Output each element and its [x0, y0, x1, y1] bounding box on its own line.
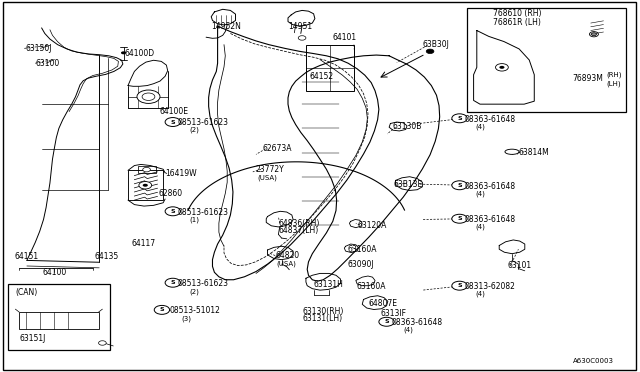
Text: 08313-62082: 08313-62082: [465, 282, 515, 291]
Text: S: S: [457, 116, 462, 121]
Text: (4): (4): [403, 327, 413, 333]
Text: 14952N: 14952N: [211, 22, 241, 31]
Text: (4): (4): [476, 224, 485, 230]
Text: 64100: 64100: [42, 268, 67, 277]
Text: 63120A: 63120A: [357, 221, 387, 230]
Text: 63130B: 63130B: [392, 122, 422, 131]
Circle shape: [99, 341, 106, 345]
Text: (LH): (LH): [607, 80, 621, 87]
Circle shape: [165, 118, 180, 126]
Text: 14951: 14951: [288, 22, 312, 31]
Text: (4): (4): [476, 291, 485, 297]
Text: (CAN): (CAN): [15, 288, 38, 296]
Text: 63100: 63100: [35, 59, 60, 68]
Circle shape: [137, 90, 160, 103]
Circle shape: [452, 281, 467, 290]
Text: (RH): (RH): [607, 71, 622, 78]
Text: 64836(RH): 64836(RH): [278, 219, 320, 228]
Text: 62860: 62860: [159, 189, 183, 198]
Text: 08363-61648: 08363-61648: [465, 215, 516, 224]
Text: 63130(RH): 63130(RH): [302, 307, 344, 316]
Text: (USA): (USA): [257, 174, 277, 181]
Text: (3): (3): [181, 315, 191, 322]
Text: 62673A: 62673A: [262, 144, 292, 153]
Circle shape: [426, 49, 434, 54]
Text: 63160A: 63160A: [348, 245, 377, 254]
Text: S: S: [384, 319, 389, 324]
Text: S: S: [170, 119, 175, 125]
Bar: [128, 170, 163, 200]
Text: 76861R (LH): 76861R (LH): [493, 18, 541, 27]
Circle shape: [379, 317, 394, 326]
Bar: [8, 284, 110, 350]
Text: 08513-61623: 08513-61623: [178, 208, 229, 217]
Circle shape: [143, 184, 148, 187]
Text: (4): (4): [476, 123, 485, 130]
Text: 16419W: 16419W: [165, 169, 196, 178]
Text: (2): (2): [189, 288, 199, 295]
Text: (4): (4): [476, 191, 485, 198]
Text: 08363-61648: 08363-61648: [465, 182, 516, 190]
Bar: [138, 166, 156, 173]
Circle shape: [298, 36, 306, 40]
Circle shape: [121, 51, 126, 54]
Text: 64135: 64135: [95, 252, 119, 261]
Text: 63160A: 63160A: [356, 282, 386, 291]
Text: (USA): (USA): [276, 260, 296, 267]
Text: 64820: 64820: [275, 251, 300, 260]
Text: 64100D: 64100D: [125, 49, 155, 58]
Text: S: S: [457, 283, 462, 288]
Text: S: S: [170, 280, 175, 285]
Circle shape: [143, 167, 150, 172]
Bar: [19, 312, 99, 329]
Text: 63090J: 63090J: [348, 260, 374, 269]
Text: 63101: 63101: [508, 262, 532, 270]
Circle shape: [139, 182, 152, 189]
Text: (2): (2): [189, 127, 199, 134]
Text: 64807E: 64807E: [369, 299, 397, 308]
Text: 63150J: 63150J: [26, 44, 52, 53]
Circle shape: [154, 305, 170, 314]
Text: 63151J: 63151J: [19, 334, 45, 343]
Text: 63B30J: 63B30J: [422, 40, 449, 49]
Text: 6313IF: 6313IF: [381, 309, 407, 318]
Text: 63B13E: 63B13E: [394, 180, 423, 189]
Text: 23772Y: 23772Y: [256, 165, 285, 174]
Text: 64100E: 64100E: [160, 107, 189, 116]
Text: 08513-61623: 08513-61623: [178, 118, 229, 127]
Circle shape: [452, 214, 467, 223]
Circle shape: [165, 278, 180, 287]
Ellipse shape: [505, 149, 519, 154]
Text: S: S: [159, 307, 164, 312]
Text: 64152: 64152: [309, 72, 333, 81]
Circle shape: [591, 33, 596, 36]
Text: A630C0003: A630C0003: [573, 358, 614, 364]
Circle shape: [495, 64, 508, 71]
Text: 08513-61623: 08513-61623: [178, 279, 229, 288]
Text: 64117: 64117: [131, 239, 156, 248]
Circle shape: [589, 32, 598, 37]
Text: 76893M: 76893M: [573, 74, 604, 83]
Text: 64101: 64101: [333, 33, 357, 42]
Circle shape: [165, 207, 180, 216]
Text: 63131(LH): 63131(LH): [302, 314, 342, 323]
Text: 08513-51012: 08513-51012: [170, 306, 220, 315]
Text: S: S: [457, 183, 462, 188]
Text: 768610 (RH): 768610 (RH): [493, 9, 541, 17]
Circle shape: [499, 66, 504, 69]
Text: 08363-61648: 08363-61648: [392, 318, 443, 327]
Circle shape: [452, 114, 467, 123]
Text: 64151: 64151: [14, 252, 38, 261]
Text: S: S: [457, 216, 462, 221]
Text: 63814M: 63814M: [518, 148, 549, 157]
Text: 08363-61648: 08363-61648: [465, 115, 516, 124]
Text: S: S: [170, 209, 175, 214]
Bar: [306, 45, 354, 91]
Text: (1): (1): [189, 216, 200, 223]
Circle shape: [452, 181, 467, 190]
Bar: [467, 8, 626, 112]
Text: 63131H: 63131H: [314, 280, 344, 289]
Text: 64837(LH): 64837(LH): [278, 226, 319, 235]
